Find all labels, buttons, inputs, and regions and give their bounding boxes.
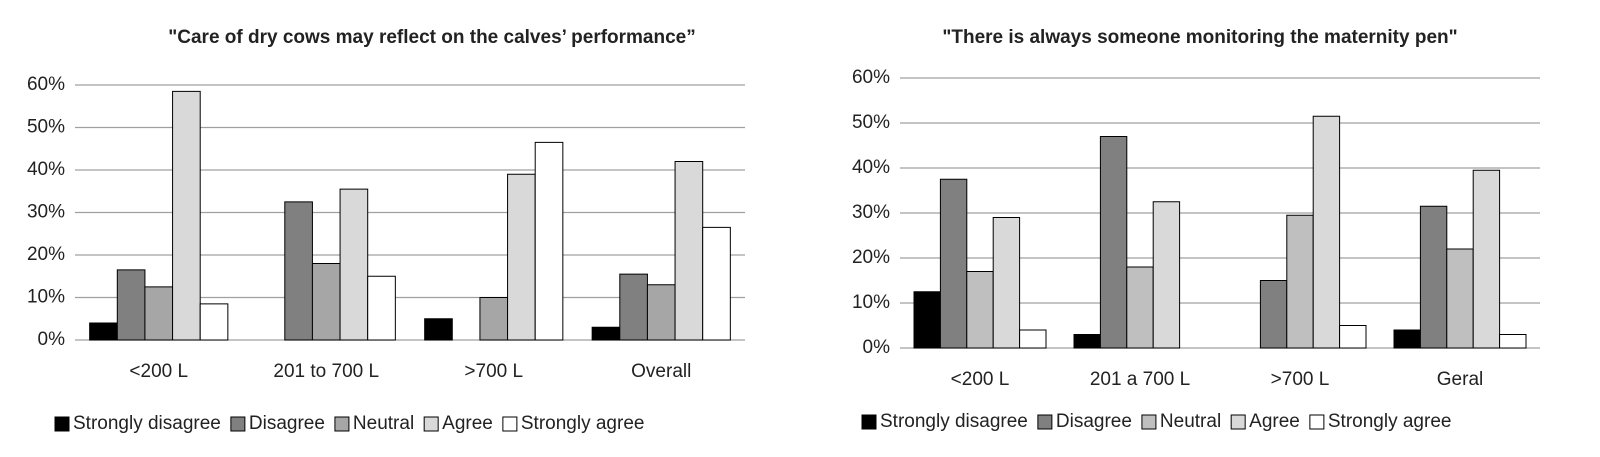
legend-swatch (423, 416, 439, 432)
y-tick-label: 30% (852, 202, 890, 223)
legend-label: Strongly agree (521, 413, 645, 434)
y-tick-label: 0% (863, 337, 891, 358)
legend-swatch (1230, 414, 1246, 430)
bar (966, 271, 994, 349)
bar (199, 303, 229, 341)
bar (939, 178, 968, 349)
legend-label: Strongly agree (1328, 411, 1452, 432)
bar (89, 322, 118, 341)
bar (507, 173, 536, 341)
x-tick-label: <200 L (951, 369, 1010, 390)
bar (144, 286, 174, 341)
y-tick-label: 10% (852, 292, 890, 313)
y-tick-label: 50% (852, 112, 890, 133)
x-tick-label: >700 L (464, 361, 523, 382)
bar (1099, 136, 1128, 349)
bar (479, 297, 509, 341)
x-tick-label: <200 L (129, 361, 188, 382)
bar (1259, 280, 1288, 349)
legend-label: Agree (442, 413, 493, 434)
x-tick-label: 201 to 700 L (273, 361, 379, 382)
bar (311, 263, 341, 341)
y-tick-label: 40% (852, 157, 890, 178)
y-tick-label: 20% (27, 244, 65, 265)
bar (424, 318, 453, 341)
bar (646, 284, 676, 341)
legend-swatch (54, 416, 70, 432)
legend-label: Strongly disagree (880, 411, 1028, 432)
legend-swatch (861, 414, 877, 430)
bar (534, 141, 564, 341)
legend-swatch (1141, 414, 1157, 430)
legend-swatch (1309, 414, 1325, 430)
legend-label: Disagree (249, 413, 325, 434)
chart-title: "There is always someone monitoring the … (942, 27, 1457, 48)
legend-label: Agree (1249, 411, 1300, 432)
bar (1126, 266, 1154, 349)
y-tick-label: 30% (27, 202, 65, 223)
x-tick-label: 201 a 700 L (1090, 369, 1190, 390)
bar (619, 273, 648, 341)
y-tick-label: 60% (852, 67, 890, 88)
y-tick-label: 10% (27, 287, 65, 308)
legend-swatch (230, 416, 246, 432)
bar (1446, 248, 1474, 349)
bar (1286, 214, 1314, 349)
bar (913, 291, 941, 349)
y-tick-label: 40% (27, 159, 65, 180)
x-tick-label: >700 L (1271, 369, 1330, 390)
bar (992, 217, 1021, 349)
bar (591, 326, 621, 341)
bar (1019, 329, 1047, 349)
chart-title: "Care of dry cows may reflect on the cal… (168, 27, 696, 48)
bar (1152, 201, 1181, 349)
bar (284, 201, 313, 341)
y-tick-label: 60% (27, 74, 65, 95)
bar (702, 226, 731, 341)
y-tick-label: 0% (38, 329, 66, 350)
legend-swatch (1037, 414, 1053, 430)
bar (1393, 329, 1421, 349)
legend-label: Disagree (1056, 411, 1132, 432)
bar (367, 275, 396, 341)
legend-swatch (334, 416, 350, 432)
bar (674, 161, 704, 341)
y-tick-label: 20% (852, 247, 890, 268)
x-tick-label: Geral (1437, 369, 1483, 390)
legend-swatch (502, 416, 518, 432)
bar (172, 90, 201, 341)
bar (116, 269, 146, 341)
x-tick-label: Overall (631, 361, 691, 382)
legend-label: Strongly disagree (73, 413, 221, 434)
bar (1312, 115, 1341, 349)
legend-label: Neutral (353, 413, 414, 434)
legend-label: Neutral (1160, 411, 1221, 432)
bar (1419, 205, 1448, 349)
bar (1499, 334, 1527, 349)
bar (1073, 334, 1101, 349)
y-tick-label: 50% (27, 117, 65, 138)
bar (339, 188, 369, 341)
bar (1339, 325, 1367, 349)
bar (1472, 169, 1501, 349)
